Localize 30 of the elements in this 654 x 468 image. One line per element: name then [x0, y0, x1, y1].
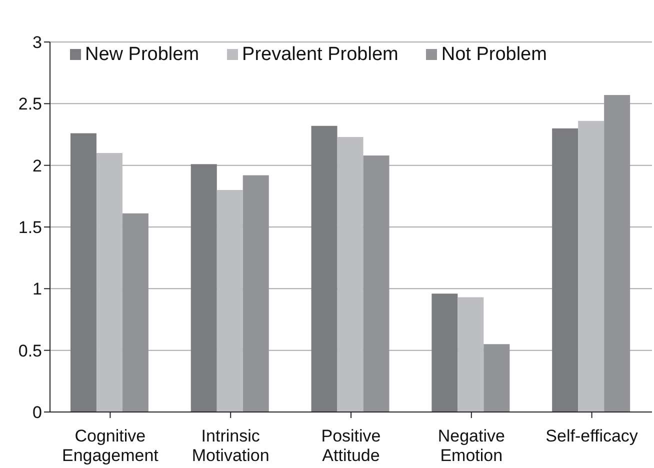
y-tick-label: 1.5 — [18, 218, 42, 238]
y-tick-label: 1 — [32, 280, 42, 299]
legend-label: New Problem — [85, 44, 200, 65]
y-tick-label: 2 — [32, 156, 42, 176]
bar — [337, 136, 364, 412]
bar — [311, 126, 338, 412]
y-tick-label: 0 — [32, 403, 42, 422]
bar — [96, 153, 122, 412]
x-tick-label: Negative Emotion — [438, 426, 505, 465]
x-tick-label: Positive Attitude — [321, 426, 381, 465]
bar — [363, 155, 390, 412]
y-tick-label: 3 — [32, 33, 42, 52]
x-tick-label: Cognitive Engagement — [62, 426, 159, 465]
bar — [578, 120, 604, 412]
bar — [458, 297, 484, 412]
bar — [432, 294, 458, 412]
bar — [122, 213, 148, 412]
bar — [552, 128, 578, 412]
y-tick-label: 0.5 — [18, 341, 42, 360]
legend-label: Prevalent Problem — [242, 44, 398, 65]
x-tick-label: Self-efficacy — [546, 426, 638, 446]
bar — [242, 175, 269, 412]
legend-label: Not Problem — [441, 44, 547, 65]
y-tick-label: 2.5 — [18, 94, 42, 114]
bar — [216, 190, 243, 412]
bar — [70, 133, 96, 412]
bar — [484, 344, 510, 412]
bar — [604, 95, 630, 412]
x-tick-label: Intrinsic Motivation — [192, 426, 270, 465]
bar — [190, 164, 217, 412]
